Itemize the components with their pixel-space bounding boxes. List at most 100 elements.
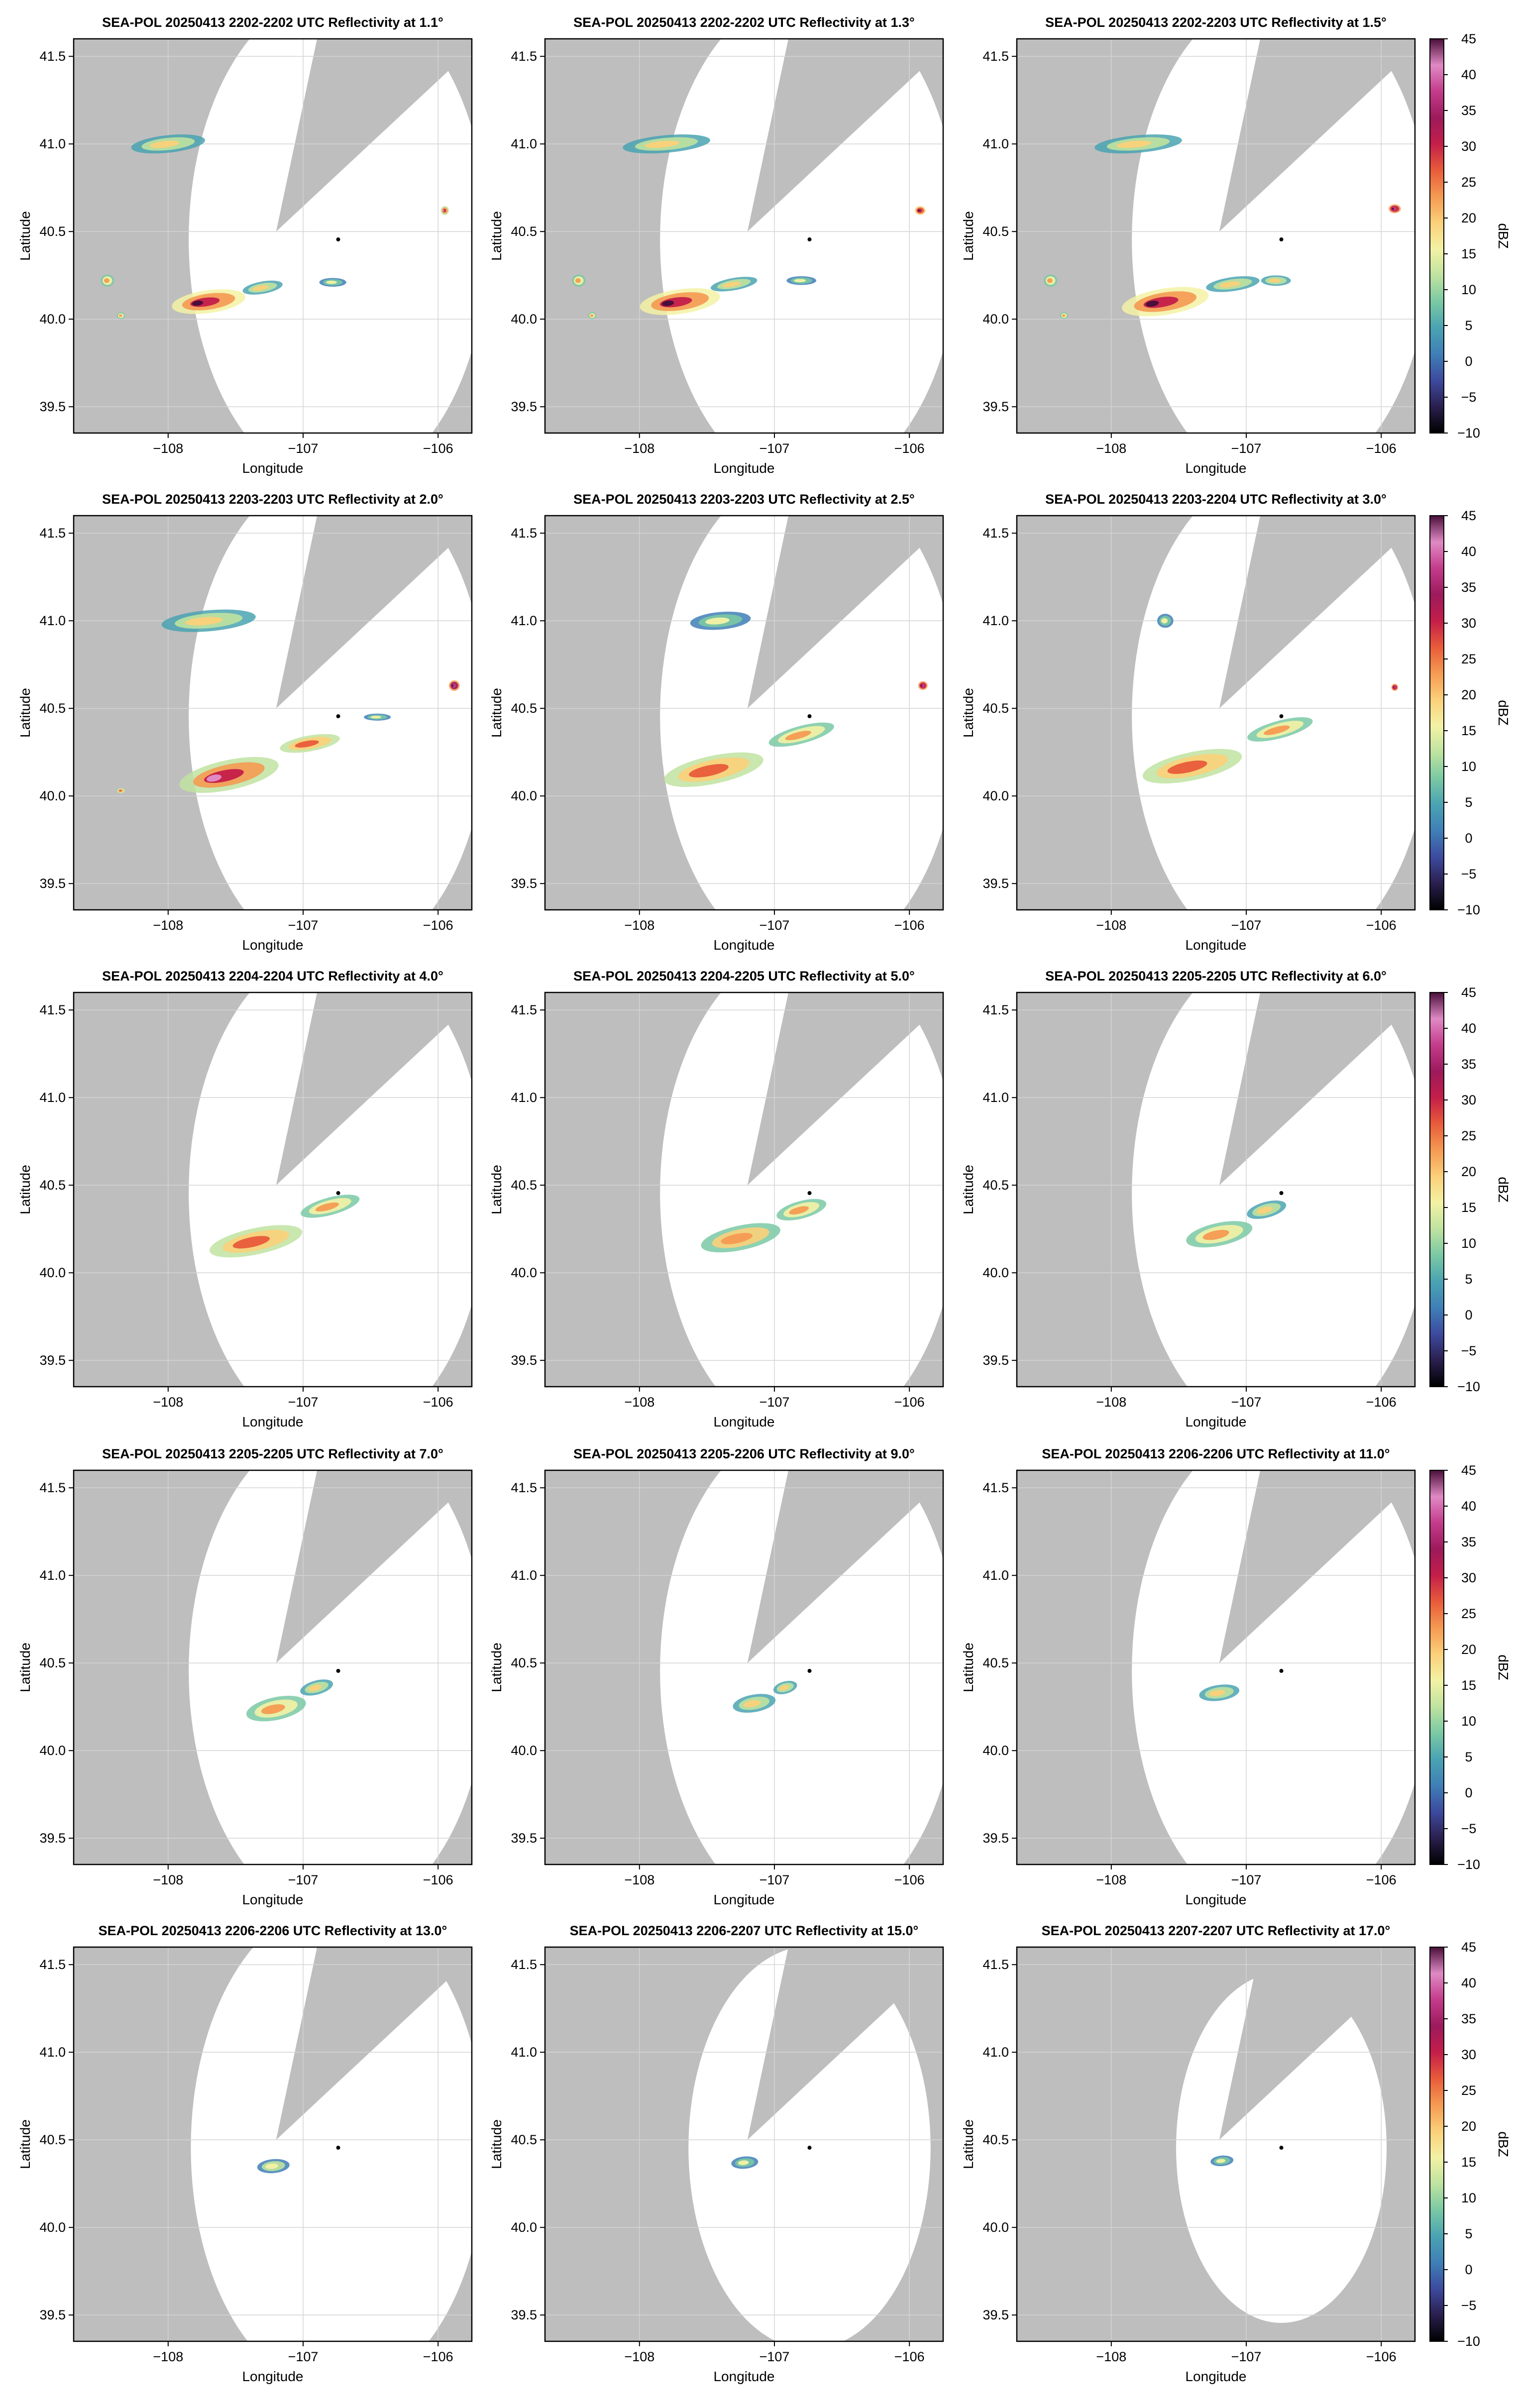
x-tick-label: −106 xyxy=(1366,1395,1397,1410)
blocked-sector xyxy=(1219,39,1415,232)
x-tick-label: −107 xyxy=(759,1395,790,1410)
colorbar-tick-label: 45 xyxy=(1461,1940,1476,1955)
panel-15: −108 −107 −106 39.5 40.0 40.5 41.0 41.5 Longitud… xyxy=(961,1923,1511,2384)
y-tick-label: 41.0 xyxy=(511,1090,537,1105)
y-tick-label: 40.5 xyxy=(39,701,66,716)
colorbar-tick-label: 40 xyxy=(1461,1499,1476,1514)
colorbar-tick-label: 30 xyxy=(1461,139,1476,154)
x-tick-label: −107 xyxy=(288,441,319,456)
y-tick-label: 39.5 xyxy=(39,1353,66,1368)
y-tick-label: 40.0 xyxy=(982,2220,1009,2235)
panel-8: −108 −107 −106 39.5 40.0 40.5 41.0 41.5 Longitud… xyxy=(489,969,944,1429)
echo-peak xyxy=(1146,301,1159,307)
echo-core xyxy=(794,279,806,283)
radar-location-marker xyxy=(807,1669,812,1673)
echoes xyxy=(116,609,460,793)
colorbar-tick-label: 35 xyxy=(1461,103,1476,118)
y-tick-label: 41.5 xyxy=(39,49,66,64)
blocked-sector xyxy=(1219,516,1415,709)
colorbar-tick-label: 10 xyxy=(1461,1236,1476,1251)
colorbar-gradient xyxy=(1429,38,1444,434)
radar-location-marker xyxy=(1279,1191,1284,1196)
echo-core xyxy=(1116,140,1152,148)
x-axis-label: Longitude xyxy=(713,2369,774,2384)
axes-frame xyxy=(1016,991,1416,1388)
colorbar-tick-label: 25 xyxy=(1461,175,1476,190)
panel-title: SEA-POL 20250413 2203-2203 UTC Reflectiv… xyxy=(102,492,443,507)
y-tick-label: 41.5 xyxy=(39,1957,66,1972)
panel-title: SEA-POL 20250413 2207-2207 UTC Reflectiv… xyxy=(1042,1923,1391,1938)
x-axis-label: Longitude xyxy=(242,2369,303,2384)
y-axis-label: Latitude xyxy=(17,1642,33,1692)
panel-2: −108 −107 −106 39.5 40.0 40.5 41.0 41.5 Longitud… xyxy=(489,15,944,476)
panel-10: −108 −107 −106 39.5 40.0 40.5 41.0 41.5 Longitud… xyxy=(17,1446,473,1907)
panel-5: −108 −107 −106 39.5 40.0 40.5 41.0 41.5 Longitud… xyxy=(489,492,944,953)
colorbar-tick-label: 0 xyxy=(1465,831,1472,846)
radar-location-marker xyxy=(336,1191,340,1196)
radar-location-marker xyxy=(336,1669,340,1673)
colorbar-tick-label: 0 xyxy=(1465,1308,1472,1322)
echo-core xyxy=(1264,725,1290,735)
colorbar-tick-label: −10 xyxy=(1457,426,1480,440)
y-tick-label: 40.0 xyxy=(39,788,66,803)
x-axis-label: Longitude xyxy=(242,1892,303,1907)
echo-core xyxy=(149,140,180,148)
colorbar-tick-label: 40 xyxy=(1461,1021,1476,1036)
y-tick-label: 39.5 xyxy=(511,1831,537,1846)
panel-title: SEA-POL 20250413 2205-2205 UTC Reflectiv… xyxy=(1045,969,1387,984)
panel-14: −108 −107 −106 39.5 40.0 40.5 41.0 41.5 Longitud… xyxy=(489,1923,944,2384)
y-axis-label: Latitude xyxy=(489,1165,504,1214)
x-tick-label: −107 xyxy=(1231,918,1262,933)
colorbar-tick-label: 0 xyxy=(1465,1785,1472,1800)
y-tick-label: 40.5 xyxy=(39,2132,66,2147)
x-tick-label: −107 xyxy=(288,1872,319,1887)
echo-core xyxy=(779,1685,789,1691)
y-tick-label: 40.5 xyxy=(39,224,66,239)
coverage-disk xyxy=(660,1470,943,1864)
colorbar-tick-label: 0 xyxy=(1465,2262,1472,2277)
echo-core xyxy=(118,314,122,317)
blocked-sector xyxy=(276,992,472,1186)
panel-9: −108 −107 −106 39.5 40.0 40.5 41.0 41.5 Longitud… xyxy=(961,969,1511,1429)
colorbar-tick-label: 20 xyxy=(1461,2119,1476,2134)
y-tick-label: 40.0 xyxy=(982,312,1009,327)
echo-core xyxy=(1167,761,1207,774)
y-tick-label: 39.5 xyxy=(39,1831,66,1846)
coverage-disk xyxy=(660,39,943,433)
x-axis-label: Longitude xyxy=(713,1892,774,1907)
echo-core xyxy=(315,1202,339,1212)
radar-location-marker xyxy=(807,2146,812,2150)
blocked-sector xyxy=(276,1470,472,1663)
colorbar-tick-label: 25 xyxy=(1461,2083,1476,2098)
axes-frame xyxy=(544,991,944,1388)
panel-title: SEA-POL 20250413 2203-2203 UTC Reflectiv… xyxy=(573,492,915,507)
echo-core xyxy=(265,2163,279,2169)
colorbar-tick-label: 15 xyxy=(1461,1200,1476,1215)
radar-location-marker xyxy=(1279,714,1284,719)
y-tick-label: 41.5 xyxy=(511,49,537,64)
colorbar-tick-label: 25 xyxy=(1461,1606,1476,1621)
colorbar-tick-label: −5 xyxy=(1461,2298,1477,2313)
x-tick-label: −108 xyxy=(153,1872,183,1887)
colorbar-tick-label: 5 xyxy=(1465,1750,1472,1764)
axes-frame xyxy=(73,38,473,434)
colorbar-tick-label: 5 xyxy=(1465,1272,1472,1287)
axes-frame xyxy=(544,1469,944,1865)
coverage-area xyxy=(660,39,943,433)
colorbar-tick-label: 45 xyxy=(1461,508,1476,523)
x-tick-label: −106 xyxy=(1366,1872,1397,1887)
colorbar: −10 −5 0 5 10 15 20 25 30 35 40 45 dBZ xyxy=(1429,1940,1511,2349)
echo-core xyxy=(590,314,594,317)
x-tick-label: −107 xyxy=(288,918,319,933)
axes-frame xyxy=(1016,1469,1416,1865)
gridlines xyxy=(74,1947,472,2341)
echo-core xyxy=(252,285,269,291)
panel-title: SEA-POL 20250413 2202-2202 UTC Reflectiv… xyxy=(102,15,443,30)
blocked-sector xyxy=(747,39,943,232)
echo-peak xyxy=(443,210,444,212)
colorbar-tick-label: 40 xyxy=(1461,544,1476,559)
y-tick-label: 40.5 xyxy=(511,2132,537,2147)
y-tick-label: 40.0 xyxy=(982,1265,1009,1280)
y-tick-label: 39.5 xyxy=(982,876,1009,891)
